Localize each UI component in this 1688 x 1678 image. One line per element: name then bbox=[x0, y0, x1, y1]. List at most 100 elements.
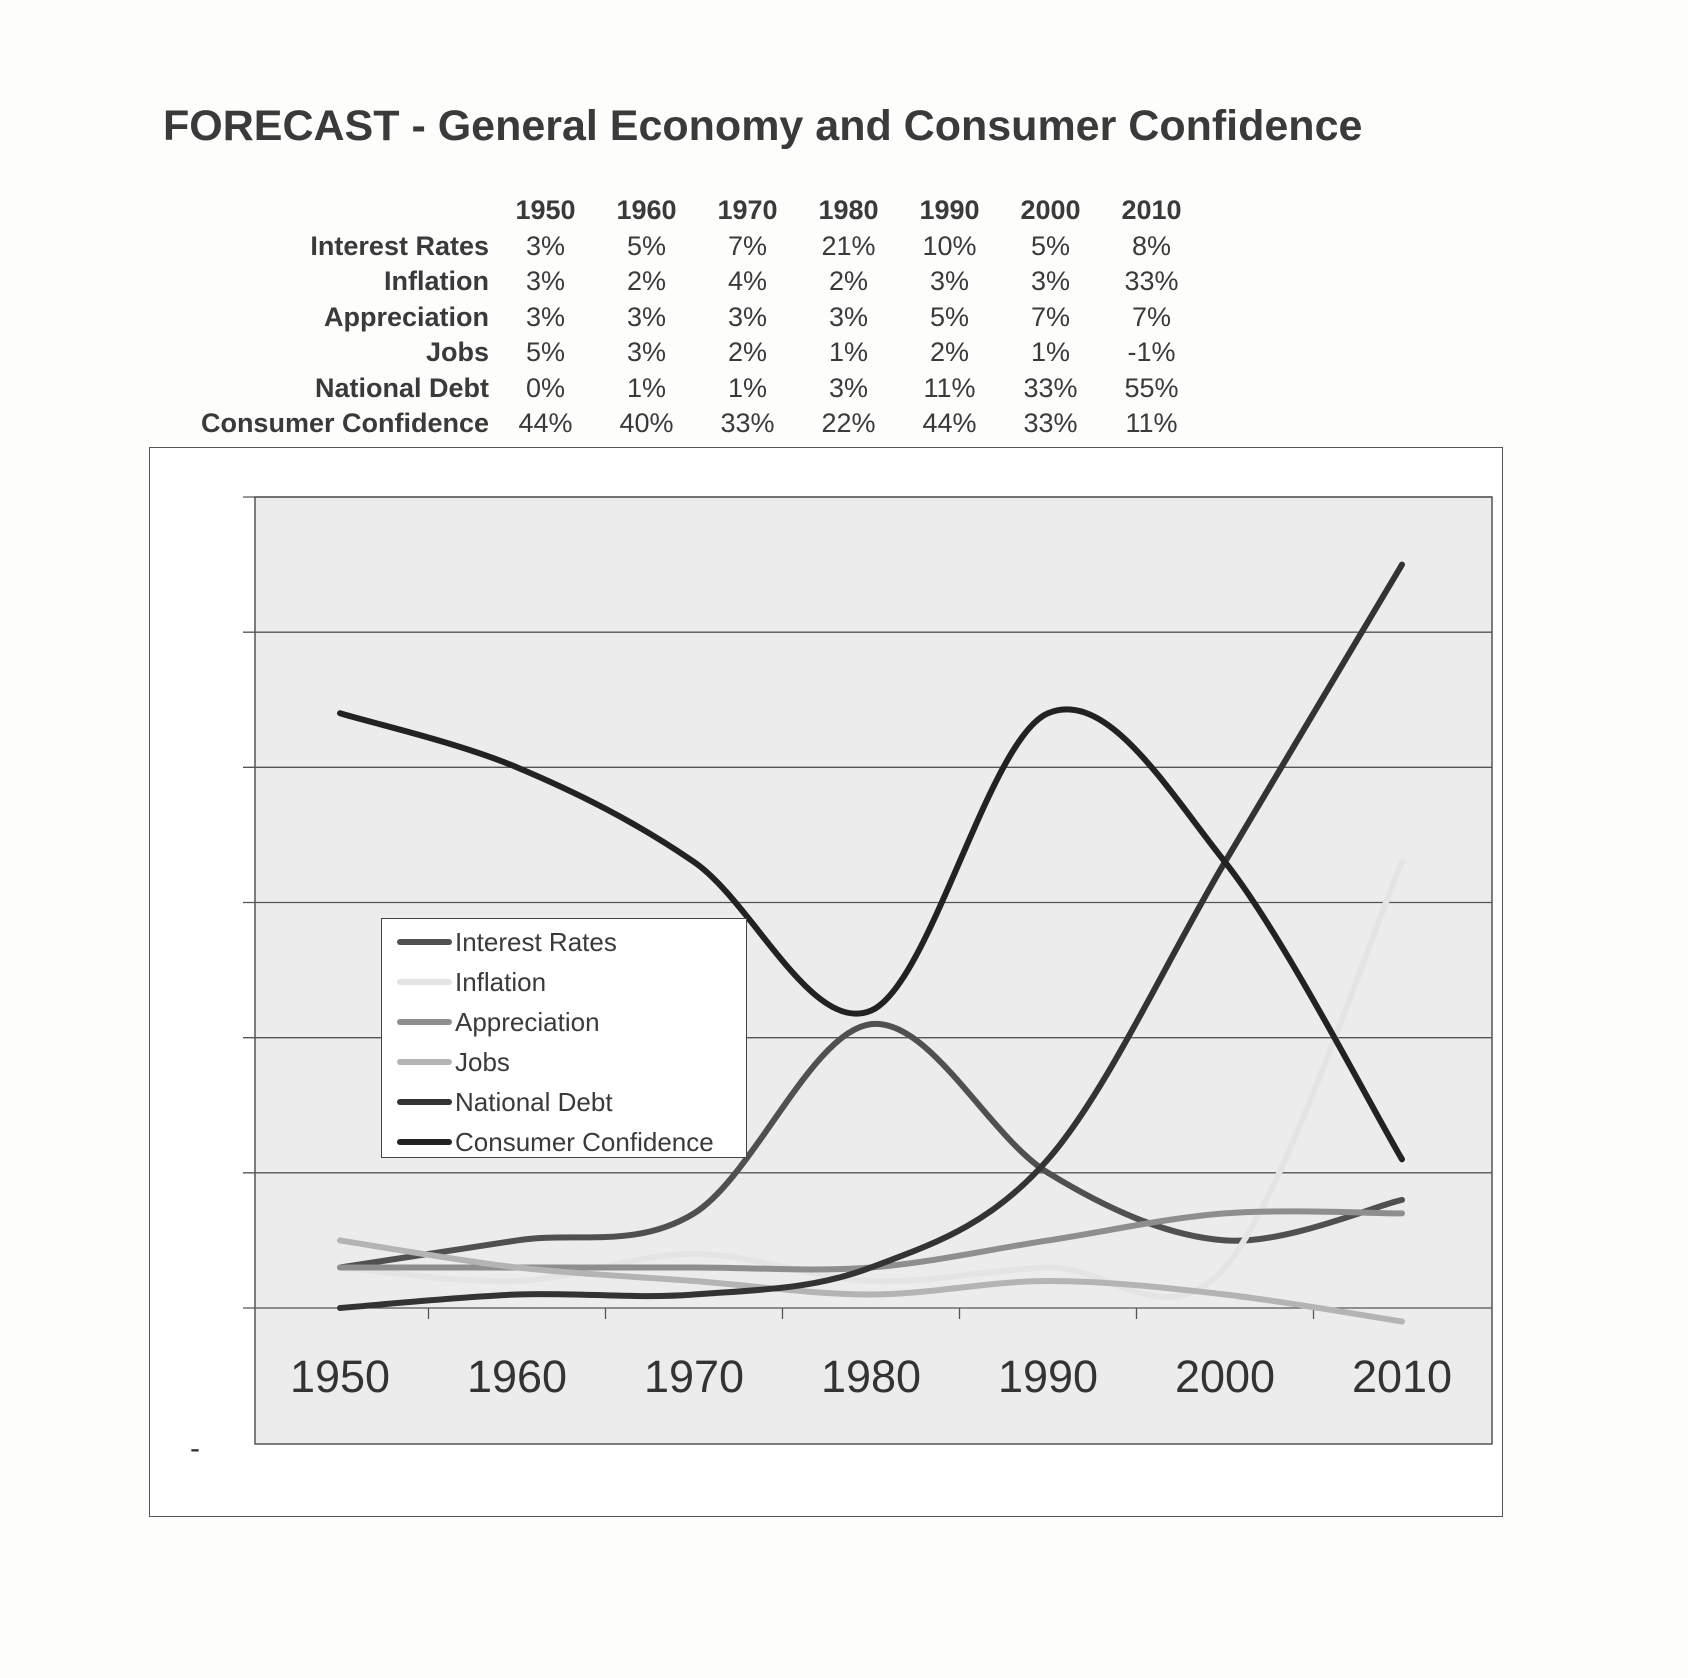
legend-swatch bbox=[397, 979, 452, 985]
table-cell: -1% bbox=[1127, 337, 1176, 367]
x-tick-labels: 1950 1960 1970 1980 1990 2000 2010 bbox=[290, 1351, 1452, 1402]
legend-item-jobs: Jobs bbox=[397, 1042, 510, 1082]
table-cell: 5% bbox=[626, 230, 667, 261]
table-cell: 3% bbox=[929, 266, 970, 296]
legend-item-inflation: Inflation bbox=[397, 962, 546, 1002]
legend-swatch bbox=[397, 939, 452, 945]
table-cell: 11% bbox=[923, 372, 976, 403]
table-cell: 2% bbox=[727, 337, 768, 367]
table-cell: 3% bbox=[626, 337, 667, 367]
table-cell: 1% bbox=[1030, 337, 1071, 367]
table-cell: 3% bbox=[1030, 266, 1071, 296]
stray-mark: - bbox=[190, 1432, 200, 1465]
table-cell: 10% bbox=[922, 230, 977, 261]
legend-item-appreciation: Appreciation bbox=[397, 1002, 600, 1042]
row-label: Appreciation bbox=[323, 301, 489, 332]
row-label: Jobs bbox=[425, 337, 489, 367]
table-row: Appreciation 3% 3% 3% 3% 5% 7% 7% bbox=[185, 300, 1202, 336]
row-label: Inflation bbox=[384, 266, 489, 296]
chart-legend: Interest Rates Inflation Appreciation Jobs N… bbox=[381, 918, 747, 1158]
series-line-inflation bbox=[337, 858, 1405, 1300]
table-cell: 3% bbox=[525, 266, 566, 296]
table-cell: 3% bbox=[828, 372, 869, 403]
x-tick-label: 1950 bbox=[290, 1351, 390, 1402]
x-ticks bbox=[427, 1308, 1315, 1319]
row-label: National Debt bbox=[314, 372, 489, 403]
x-tick-label: 1970 bbox=[644, 1351, 744, 1402]
table-cell: 5% bbox=[525, 337, 566, 367]
legend-item-consumer-confidence: Consumer Confidence bbox=[397, 1122, 714, 1162]
table-cell: 3% bbox=[727, 301, 768, 332]
legend-label: Consumer Confidence bbox=[455, 1126, 714, 1157]
x-tick-label: 1960 bbox=[467, 1351, 567, 1402]
table-cell: 8% bbox=[1131, 230, 1172, 261]
page-title: FORECAST - General Economy and Consumer … bbox=[163, 102, 1363, 150]
year-header: 1980 bbox=[818, 195, 879, 225]
table-cell: 3% bbox=[525, 230, 566, 261]
forecast-table: 1950 1960 1970 1980 1990 2000 2010 Inter… bbox=[185, 193, 1202, 442]
table-cell: 33% bbox=[1023, 372, 1078, 403]
legend-item-national-debt: National Debt bbox=[397, 1082, 613, 1122]
x-tick-label: 1990 bbox=[998, 1351, 1098, 1402]
year-header: 2010 bbox=[1121, 195, 1182, 225]
year-header: 1960 bbox=[616, 195, 677, 225]
series-line-national-debt bbox=[337, 561, 1405, 1311]
legend-item-interest-rates: Interest Rates bbox=[397, 922, 617, 962]
x-tick-label: 2010 bbox=[1352, 1351, 1452, 1402]
table-cell: 3% bbox=[525, 301, 566, 332]
legend-label: Jobs bbox=[455, 1046, 510, 1077]
series-line-consumer-confidence bbox=[337, 706, 1405, 1163]
legend-label: Interest Rates bbox=[455, 926, 617, 957]
legend-label: Inflation bbox=[455, 966, 547, 997]
table-row: Interest Rates 3% 5% 7% 21% 10% 5% 8% bbox=[185, 229, 1202, 265]
table-cell: 33% bbox=[720, 408, 775, 438]
legend-label: Appreciation bbox=[455, 1006, 600, 1037]
table-cell: 0% bbox=[525, 372, 566, 403]
table-header-row: 1950 1960 1970 1980 1990 2000 2010 bbox=[185, 193, 1202, 229]
table-cell: 2% bbox=[626, 266, 667, 296]
table-cell: 3% bbox=[828, 301, 869, 332]
legend-swatch bbox=[397, 1059, 452, 1065]
table-cell: 44% bbox=[518, 408, 573, 438]
series-line-interest-rates bbox=[337, 1021, 1405, 1271]
table-cell: 4% bbox=[727, 266, 768, 296]
table-cell: 5% bbox=[1030, 230, 1071, 261]
table-cell: 1% bbox=[727, 372, 768, 403]
table-cell: 1% bbox=[626, 372, 667, 403]
year-header: 1950 bbox=[515, 195, 576, 225]
series-lines bbox=[337, 561, 1405, 1325]
table-cell: 55% bbox=[1124, 372, 1179, 403]
row-label: Interest Rates bbox=[310, 230, 489, 261]
legend-label: National Debt bbox=[455, 1086, 613, 1117]
legend-swatch bbox=[397, 1139, 452, 1145]
table-cell: 1% bbox=[828, 337, 869, 367]
table-cell: 33% bbox=[1124, 266, 1179, 296]
year-header: 1970 bbox=[717, 195, 778, 225]
table-cell: 3% bbox=[626, 301, 667, 332]
table-cell: 7% bbox=[1131, 301, 1172, 332]
table-cell: 44% bbox=[922, 408, 977, 438]
table-cell: 5% bbox=[929, 301, 970, 332]
table-cell: 21% bbox=[821, 230, 876, 261]
x-tick-label: 1980 bbox=[821, 1351, 921, 1402]
legend-swatch bbox=[397, 1099, 452, 1105]
legend-swatch bbox=[397, 1019, 452, 1025]
table-row: Inflation 3% 2% 4% 2% 3% 3% 33% bbox=[185, 264, 1202, 300]
table-cell: 11% bbox=[1125, 408, 1178, 438]
table-row: National Debt 0% 1% 1% 3% 11% 33% 55% bbox=[185, 371, 1202, 407]
table-cell: 22% bbox=[821, 408, 876, 438]
table-row: Consumer Confidence 44% 40% 33% 22% 44% … bbox=[185, 406, 1202, 442]
gridlines bbox=[243, 496, 1492, 1309]
year-header: 2000 bbox=[1020, 195, 1081, 225]
x-tick-label: 2000 bbox=[1175, 1351, 1275, 1402]
series-line-jobs bbox=[337, 1237, 1405, 1325]
table-cell: 7% bbox=[727, 230, 768, 261]
table-cell: 7% bbox=[1030, 301, 1071, 332]
year-header: 1990 bbox=[919, 195, 980, 225]
table-cell: 2% bbox=[828, 266, 869, 296]
table-cell: 2% bbox=[929, 337, 970, 367]
row-label: Consumer Confidence bbox=[200, 408, 489, 438]
table-cell: 40% bbox=[619, 408, 674, 438]
table-cell: 33% bbox=[1023, 408, 1078, 438]
